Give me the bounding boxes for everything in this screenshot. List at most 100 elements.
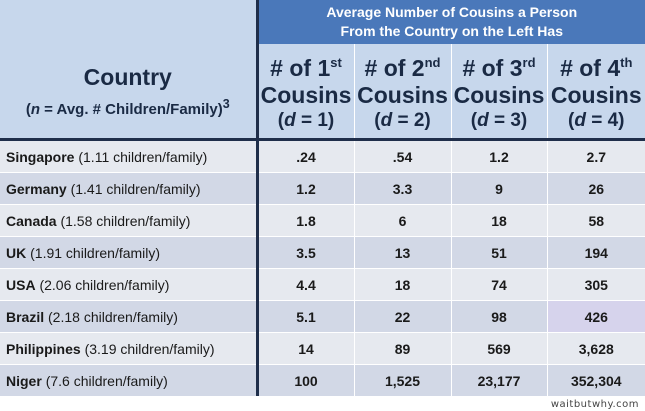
column-distance: (d = 1) bbox=[260, 109, 354, 133]
ordinal-suffix: th bbox=[620, 55, 633, 70]
header-corner bbox=[0, 0, 257, 44]
country-children-per-family: (1.41 children/family) bbox=[70, 180, 201, 197]
table-row: Singapore (1.11 children/family) .24.54 1.… bbox=[0, 139, 645, 173]
d-variable: d bbox=[380, 110, 393, 131]
country-title: Country bbox=[83, 64, 172, 90]
cousin-count-cell: 569 bbox=[450, 332, 547, 365]
cousin-count-cell: 6 bbox=[353, 204, 451, 237]
ordinal-suffix: nd bbox=[424, 55, 441, 70]
cousin-count-cell: 3,628 bbox=[546, 332, 645, 365]
ordinal-suffix: rd bbox=[522, 55, 536, 70]
paren-open: ( bbox=[568, 110, 575, 131]
column-word: Cousins bbox=[550, 82, 642, 108]
country-cell: Singapore (1.11 children/family) bbox=[0, 139, 257, 173]
cousin-count-cell: 4.4 bbox=[255, 268, 354, 301]
column-header-1st-cousins: # of 1st Cousins (d = 1) bbox=[255, 44, 354, 141]
country-name: Brazil bbox=[6, 308, 45, 325]
d-value: = 2) bbox=[392, 110, 431, 131]
d-variable: d bbox=[284, 110, 296, 131]
table-body: Singapore (1.11 children/family) .24.54 1.… bbox=[0, 139, 645, 396]
cousin-count-cell: 9 bbox=[450, 172, 547, 205]
d-variable: d bbox=[477, 110, 489, 131]
country-name: UK bbox=[6, 244, 27, 261]
table-row: UK (1.91 children/family) 3.5 13 51 194 bbox=[0, 236, 645, 269]
ordinal-number: 1 bbox=[317, 55, 331, 81]
cousins-table: Average Number of Cousins a Person From … bbox=[0, 0, 645, 396]
d-variable: d bbox=[574, 110, 586, 131]
paren-open: ( bbox=[25, 101, 31, 118]
country-children-per-family: (3.19 children/family) bbox=[84, 340, 215, 357]
column-word: Cousins bbox=[260, 82, 352, 108]
country-name: Germany bbox=[6, 180, 67, 197]
footnote-marker: 3 bbox=[222, 97, 230, 111]
cousin-count-cell: 13 bbox=[353, 236, 451, 269]
column-header-3rd-cousins: # of 3rd Cousins (d = 3) bbox=[450, 44, 547, 141]
cousin-count-cell: 305 bbox=[546, 268, 645, 301]
cousin-count-cell: 1.2 bbox=[255, 172, 354, 205]
column-header-4th-cousins: # of 4th Cousins (d = 4) bbox=[546, 44, 645, 141]
cousin-count-cell: 58 bbox=[546, 204, 645, 237]
country-cell: USA (2.06 children/family) bbox=[0, 268, 257, 301]
ordinal-number: 3 bbox=[509, 55, 523, 81]
cousin-count-cell: 89 bbox=[353, 332, 451, 365]
column-word: Cousins bbox=[453, 82, 545, 108]
column-word: Cousins bbox=[357, 82, 448, 108]
column-ordinal-label: # of 3rd bbox=[452, 49, 547, 82]
country-cell: Germany (1.41 children/family) bbox=[0, 172, 257, 205]
cousin-count-cell: 3.5 bbox=[255, 236, 354, 269]
country-children-per-family: (1.58 children/family) bbox=[60, 212, 191, 229]
ordinal-prefix: # of bbox=[364, 55, 412, 81]
table-row: Niger (7.6 children/family) 100 1,525 23,17… bbox=[0, 364, 645, 396]
cousin-count-cell: 22 bbox=[353, 300, 451, 333]
site-credit: waitbutwhy.com bbox=[550, 399, 639, 410]
cousin-count-cell: 18 bbox=[450, 204, 547, 237]
country-cell: UK (1.91 children/family) bbox=[0, 236, 257, 269]
cousin-count-cell: .24 bbox=[255, 139, 354, 173]
cousin-count-cell: 14 bbox=[255, 332, 354, 365]
cousin-count-cell: 1.2 bbox=[450, 139, 547, 173]
column-ordinal-label: # of 1st bbox=[260, 49, 354, 82]
ordinal-prefix: # of bbox=[560, 55, 608, 81]
cousin-count-cell: 23,177 bbox=[450, 364, 547, 396]
table-row: Philippines (3.19 children/family) 14 89 56… bbox=[0, 332, 645, 365]
country-children-per-family: (2.06 children/family) bbox=[39, 276, 170, 293]
cousin-count-cell: 1.8 bbox=[255, 204, 354, 237]
cousin-count-cell: 98 bbox=[450, 300, 547, 333]
table-banner: Average Number of Cousins a Person From … bbox=[255, 0, 645, 44]
cousin-count-cell: 2.7 bbox=[546, 139, 645, 173]
cousin-count-cell: 18 bbox=[353, 268, 451, 301]
ordinal-suffix: st bbox=[330, 55, 342, 70]
cousin-count-cell: 5.1 bbox=[255, 300, 354, 333]
paren-open: ( bbox=[374, 110, 381, 131]
d-value: = 3) bbox=[488, 110, 528, 131]
cousin-count-cell: 26 bbox=[546, 172, 645, 205]
country-cell: Brazil (2.18 children/family) bbox=[0, 300, 257, 333]
table-row: Brazil (2.18 children/family) 5.1 22 98 426 bbox=[0, 300, 645, 333]
d-value: = 4) bbox=[585, 110, 625, 131]
paren-open: ( bbox=[277, 110, 285, 131]
country-children-per-family: (1.11 children/family) bbox=[78, 148, 208, 165]
paren-open: ( bbox=[470, 110, 478, 131]
country-name: Niger bbox=[6, 372, 42, 389]
column-ordinal-label: # of 4th bbox=[548, 49, 645, 82]
table-row: Germany (1.41 children/family) 1.2 3.3 9 26 bbox=[0, 172, 645, 205]
ordinal-prefix: # of bbox=[270, 55, 318, 81]
country-children-per-family: (7.6 children/family) bbox=[45, 372, 168, 389]
country-name: Singapore bbox=[6, 148, 75, 165]
country-subtitle: (n = Avg. # Children/Family)3 bbox=[0, 97, 256, 118]
country-name: USA bbox=[6, 276, 36, 293]
cousin-count-cell: 426 bbox=[546, 300, 645, 333]
table-row: USA (2.06 children/family) 4.4 18 74 305 bbox=[0, 268, 645, 301]
banner-line-1: Average Number of Cousins a Person bbox=[326, 4, 578, 20]
country-children-per-family: (1.91 children/family) bbox=[30, 244, 161, 261]
country-name: Canada bbox=[6, 212, 57, 229]
country-cell: Niger (7.6 children/family) bbox=[0, 364, 257, 396]
cousin-count-cell: 352,304 bbox=[546, 364, 645, 396]
cousin-count-cell: 1,525 bbox=[353, 364, 451, 396]
table-row: Canada (1.58 children/family) 1.8 6 18 58 bbox=[0, 204, 645, 237]
ordinal-prefix: # of bbox=[462, 55, 510, 81]
cousin-count-cell: 194 bbox=[546, 236, 645, 269]
column-distance: (d = 2) bbox=[355, 109, 451, 133]
country-children-per-family: (2.18 children/family) bbox=[48, 308, 178, 325]
